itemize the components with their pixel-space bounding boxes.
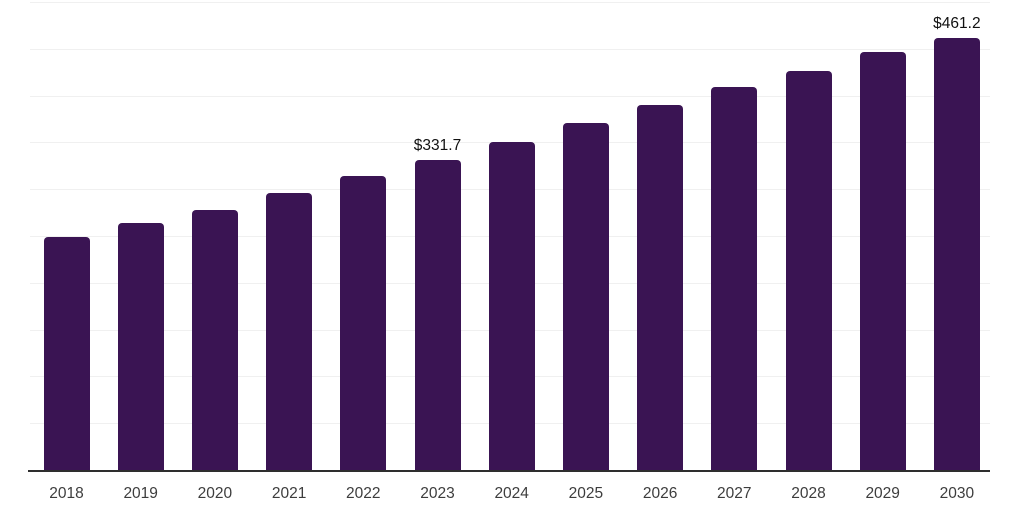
bar-2022 [340, 176, 387, 470]
x-tick-label-2030: 2030 [939, 485, 975, 502]
bar-2029 [859, 52, 906, 470]
bar-2028 [785, 70, 832, 470]
x-tick-label-2025: 2025 [568, 485, 604, 502]
x-tick-label-2019: 2019 [123, 485, 158, 502]
x-axis-line [28, 470, 990, 472]
bar-2019 [117, 222, 164, 470]
x-tick-label-2029: 2029 [865, 485, 900, 502]
x-tick-label-2022: 2022 [346, 485, 381, 502]
bar-2021 [266, 193, 313, 470]
value-label-2030: $461.2 [933, 15, 981, 33]
horizontal-gridline [30, 95, 990, 97]
x-tick-label-2024: 2024 [494, 485, 529, 502]
x-tick-label-2026: 2026 [642, 485, 678, 502]
x-tick-label-2023: 2023 [420, 485, 455, 502]
x-tick-label-2020: 2020 [197, 485, 233, 502]
x-tick-label-2028: 2028 [791, 485, 826, 502]
bar-2030 [933, 38, 980, 470]
bar-2018 [43, 237, 90, 470]
bar-2027 [711, 86, 758, 470]
horizontal-gridline [30, 2, 990, 3]
x-tick-label-2021: 2021 [271, 485, 307, 502]
horizontal-gridline [30, 48, 990, 50]
bar-2024 [488, 142, 535, 470]
bar-2020 [191, 209, 238, 470]
bar-2025 [562, 123, 609, 470]
x-tick-label-2018: 2018 [49, 485, 84, 502]
x-tick-label-2027: 2027 [717, 485, 752, 502]
value-label-2023: $331.7 [413, 136, 462, 154]
bar-2026 [637, 105, 684, 470]
bar-2023 [414, 159, 461, 470]
